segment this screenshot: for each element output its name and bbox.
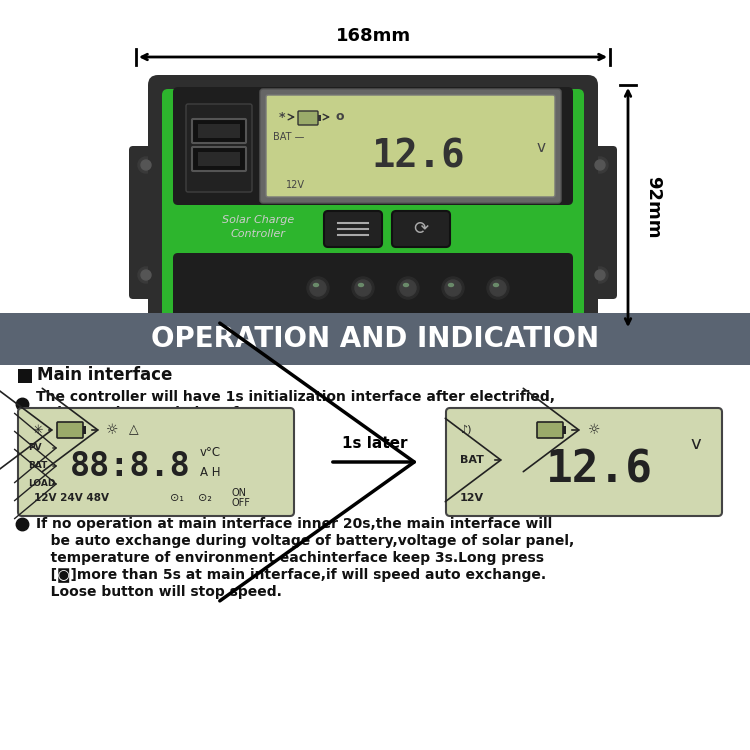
Circle shape bbox=[355, 280, 371, 296]
Text: The controller will have 1s initialization interface after electrified,: The controller will have 1s initializati… bbox=[36, 390, 555, 404]
Bar bbox=[563, 426, 566, 434]
Circle shape bbox=[138, 267, 154, 283]
Circle shape bbox=[442, 277, 464, 299]
FancyBboxPatch shape bbox=[324, 211, 382, 247]
Text: ON
OFF: ON OFF bbox=[232, 488, 251, 508]
Text: ☼: ☼ bbox=[106, 423, 118, 437]
Circle shape bbox=[490, 280, 506, 296]
Text: ⊙₁: ⊙₁ bbox=[170, 493, 184, 503]
Text: then go into main inrerface.: then go into main inrerface. bbox=[36, 406, 271, 420]
Text: △: △ bbox=[129, 424, 139, 436]
Text: ♪): ♪) bbox=[460, 425, 472, 435]
FancyBboxPatch shape bbox=[173, 87, 573, 205]
Text: ⊙₂: ⊙₂ bbox=[198, 493, 211, 503]
Circle shape bbox=[487, 277, 509, 299]
Text: BAT: BAT bbox=[460, 455, 484, 465]
FancyBboxPatch shape bbox=[18, 408, 294, 516]
Circle shape bbox=[397, 277, 419, 299]
Circle shape bbox=[141, 270, 151, 280]
FancyBboxPatch shape bbox=[186, 104, 252, 192]
Text: 88:8.8: 88:8.8 bbox=[70, 451, 190, 484]
FancyBboxPatch shape bbox=[260, 89, 561, 203]
Circle shape bbox=[592, 267, 608, 283]
Text: A H: A H bbox=[200, 466, 220, 478]
Text: v°C: v°C bbox=[200, 446, 221, 458]
Text: PV: PV bbox=[28, 443, 42, 452]
FancyBboxPatch shape bbox=[537, 422, 563, 438]
Bar bbox=[318, 115, 321, 121]
Text: v: v bbox=[536, 140, 545, 154]
FancyBboxPatch shape bbox=[577, 146, 617, 299]
Text: Main interface: Main interface bbox=[37, 367, 172, 385]
FancyBboxPatch shape bbox=[148, 75, 598, 340]
Text: 168mm: 168mm bbox=[335, 27, 410, 45]
Text: LOAD: LOAD bbox=[28, 479, 56, 488]
Text: o: o bbox=[336, 110, 344, 124]
Text: 92mm: 92mm bbox=[644, 176, 662, 238]
Text: [◙]more than 5s at main interface,if will speed auto exchange.: [◙]more than 5s at main interface,if wil… bbox=[36, 568, 546, 583]
Circle shape bbox=[445, 280, 461, 296]
Text: temperature of environment eachinterface keep 3s.Long press: temperature of environment eachinterface… bbox=[36, 551, 544, 565]
Text: ✳: ✳ bbox=[33, 424, 44, 436]
Bar bbox=[83, 426, 86, 434]
FancyBboxPatch shape bbox=[129, 146, 169, 299]
Bar bbox=[18, 369, 32, 383]
Text: Loose button will stop speed.: Loose button will stop speed. bbox=[36, 585, 282, 599]
Bar bbox=[0, 313, 750, 365]
Text: be auto exchange during voltage of battery,voltage of solar panel,: be auto exchange during voltage of batte… bbox=[36, 534, 574, 548]
Text: ☼: ☼ bbox=[588, 423, 600, 437]
Text: *: * bbox=[279, 110, 285, 124]
Text: BAT: BAT bbox=[28, 461, 47, 470]
Ellipse shape bbox=[358, 284, 364, 286]
FancyBboxPatch shape bbox=[192, 119, 246, 143]
Text: OPERATION AND INDICATION: OPERATION AND INDICATION bbox=[151, 325, 599, 353]
Ellipse shape bbox=[314, 284, 319, 286]
FancyBboxPatch shape bbox=[198, 152, 240, 166]
Text: 12.6: 12.6 bbox=[371, 138, 465, 176]
Text: 12.6: 12.6 bbox=[545, 448, 652, 491]
FancyBboxPatch shape bbox=[198, 124, 240, 138]
FancyBboxPatch shape bbox=[266, 95, 555, 197]
Text: 1s later: 1s later bbox=[342, 436, 408, 451]
Ellipse shape bbox=[404, 284, 409, 286]
Text: 12V: 12V bbox=[286, 180, 305, 190]
Circle shape bbox=[595, 160, 605, 170]
Circle shape bbox=[352, 277, 374, 299]
FancyBboxPatch shape bbox=[392, 211, 450, 247]
Circle shape bbox=[592, 157, 608, 173]
FancyBboxPatch shape bbox=[192, 147, 246, 171]
Text: 12V 24V 48V: 12V 24V 48V bbox=[34, 493, 109, 503]
FancyBboxPatch shape bbox=[57, 422, 83, 438]
Circle shape bbox=[138, 157, 154, 173]
Ellipse shape bbox=[448, 284, 454, 286]
Ellipse shape bbox=[494, 284, 499, 286]
FancyBboxPatch shape bbox=[298, 111, 318, 125]
Text: ⟳: ⟳ bbox=[413, 220, 428, 238]
Circle shape bbox=[307, 277, 329, 299]
Circle shape bbox=[595, 270, 605, 280]
FancyBboxPatch shape bbox=[162, 89, 584, 326]
Text: Solar Charge
Controller: Solar Charge Controller bbox=[222, 215, 294, 238]
Text: If no operation at main interface inner 20s,the main interface will: If no operation at main interface inner … bbox=[36, 517, 552, 531]
Circle shape bbox=[141, 160, 151, 170]
Text: 12V: 12V bbox=[460, 493, 484, 503]
Circle shape bbox=[400, 280, 416, 296]
FancyBboxPatch shape bbox=[173, 253, 573, 323]
Circle shape bbox=[310, 280, 326, 296]
Text: v: v bbox=[691, 435, 701, 453]
Text: BAT —: BAT — bbox=[273, 132, 304, 142]
FancyBboxPatch shape bbox=[446, 408, 722, 516]
